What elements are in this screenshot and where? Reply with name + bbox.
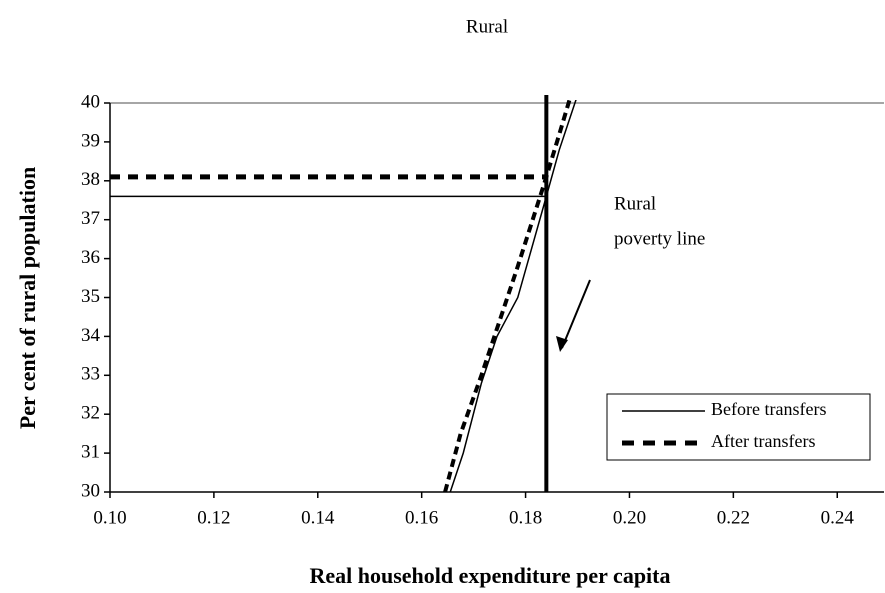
arrow-head	[556, 336, 568, 352]
x-tick-label: 0.24	[821, 507, 855, 528]
annotation-arrow	[561, 279, 591, 349]
y-tick-label: 37	[81, 208, 100, 229]
y-tick-label: 38	[81, 169, 100, 190]
annotation-text: poverty line	[614, 228, 705, 249]
y-tick-label: 33	[81, 364, 100, 385]
y-axis-label: Per cent of rural population	[15, 167, 40, 429]
y-tick-label: 39	[81, 130, 100, 151]
y-tick-label: 30	[81, 480, 100, 501]
y-tick-label: 32	[81, 403, 100, 424]
x-tick-label: 0.22	[717, 507, 750, 528]
y-tick-label: 31	[81, 441, 100, 462]
series-line	[449, 100, 577, 492]
legend-box	[606, 393, 871, 461]
y-tick-label: 36	[81, 247, 100, 268]
x-axis-label: Real household expenditure per capita	[310, 563, 671, 588]
series-line	[443, 100, 572, 492]
x-tick-label: 0.16	[405, 507, 438, 528]
y-tick-label: 40	[81, 91, 100, 112]
x-tick-label: 0.14	[301, 507, 335, 528]
x-tick-label: 0.12	[197, 507, 230, 528]
x-tick-label: 0.10	[93, 507, 126, 528]
x-tick-label: 0.18	[509, 507, 542, 528]
y-tick-label: 35	[81, 286, 100, 307]
legend-label: After transfers	[711, 431, 815, 451]
legend-label: Before transfers	[711, 399, 826, 419]
x-tick-label: 0.20	[613, 507, 646, 528]
annotation-text: Rural	[614, 193, 656, 214]
y-tick-label: 34	[81, 325, 101, 346]
chart-title: Rural	[466, 16, 508, 37]
